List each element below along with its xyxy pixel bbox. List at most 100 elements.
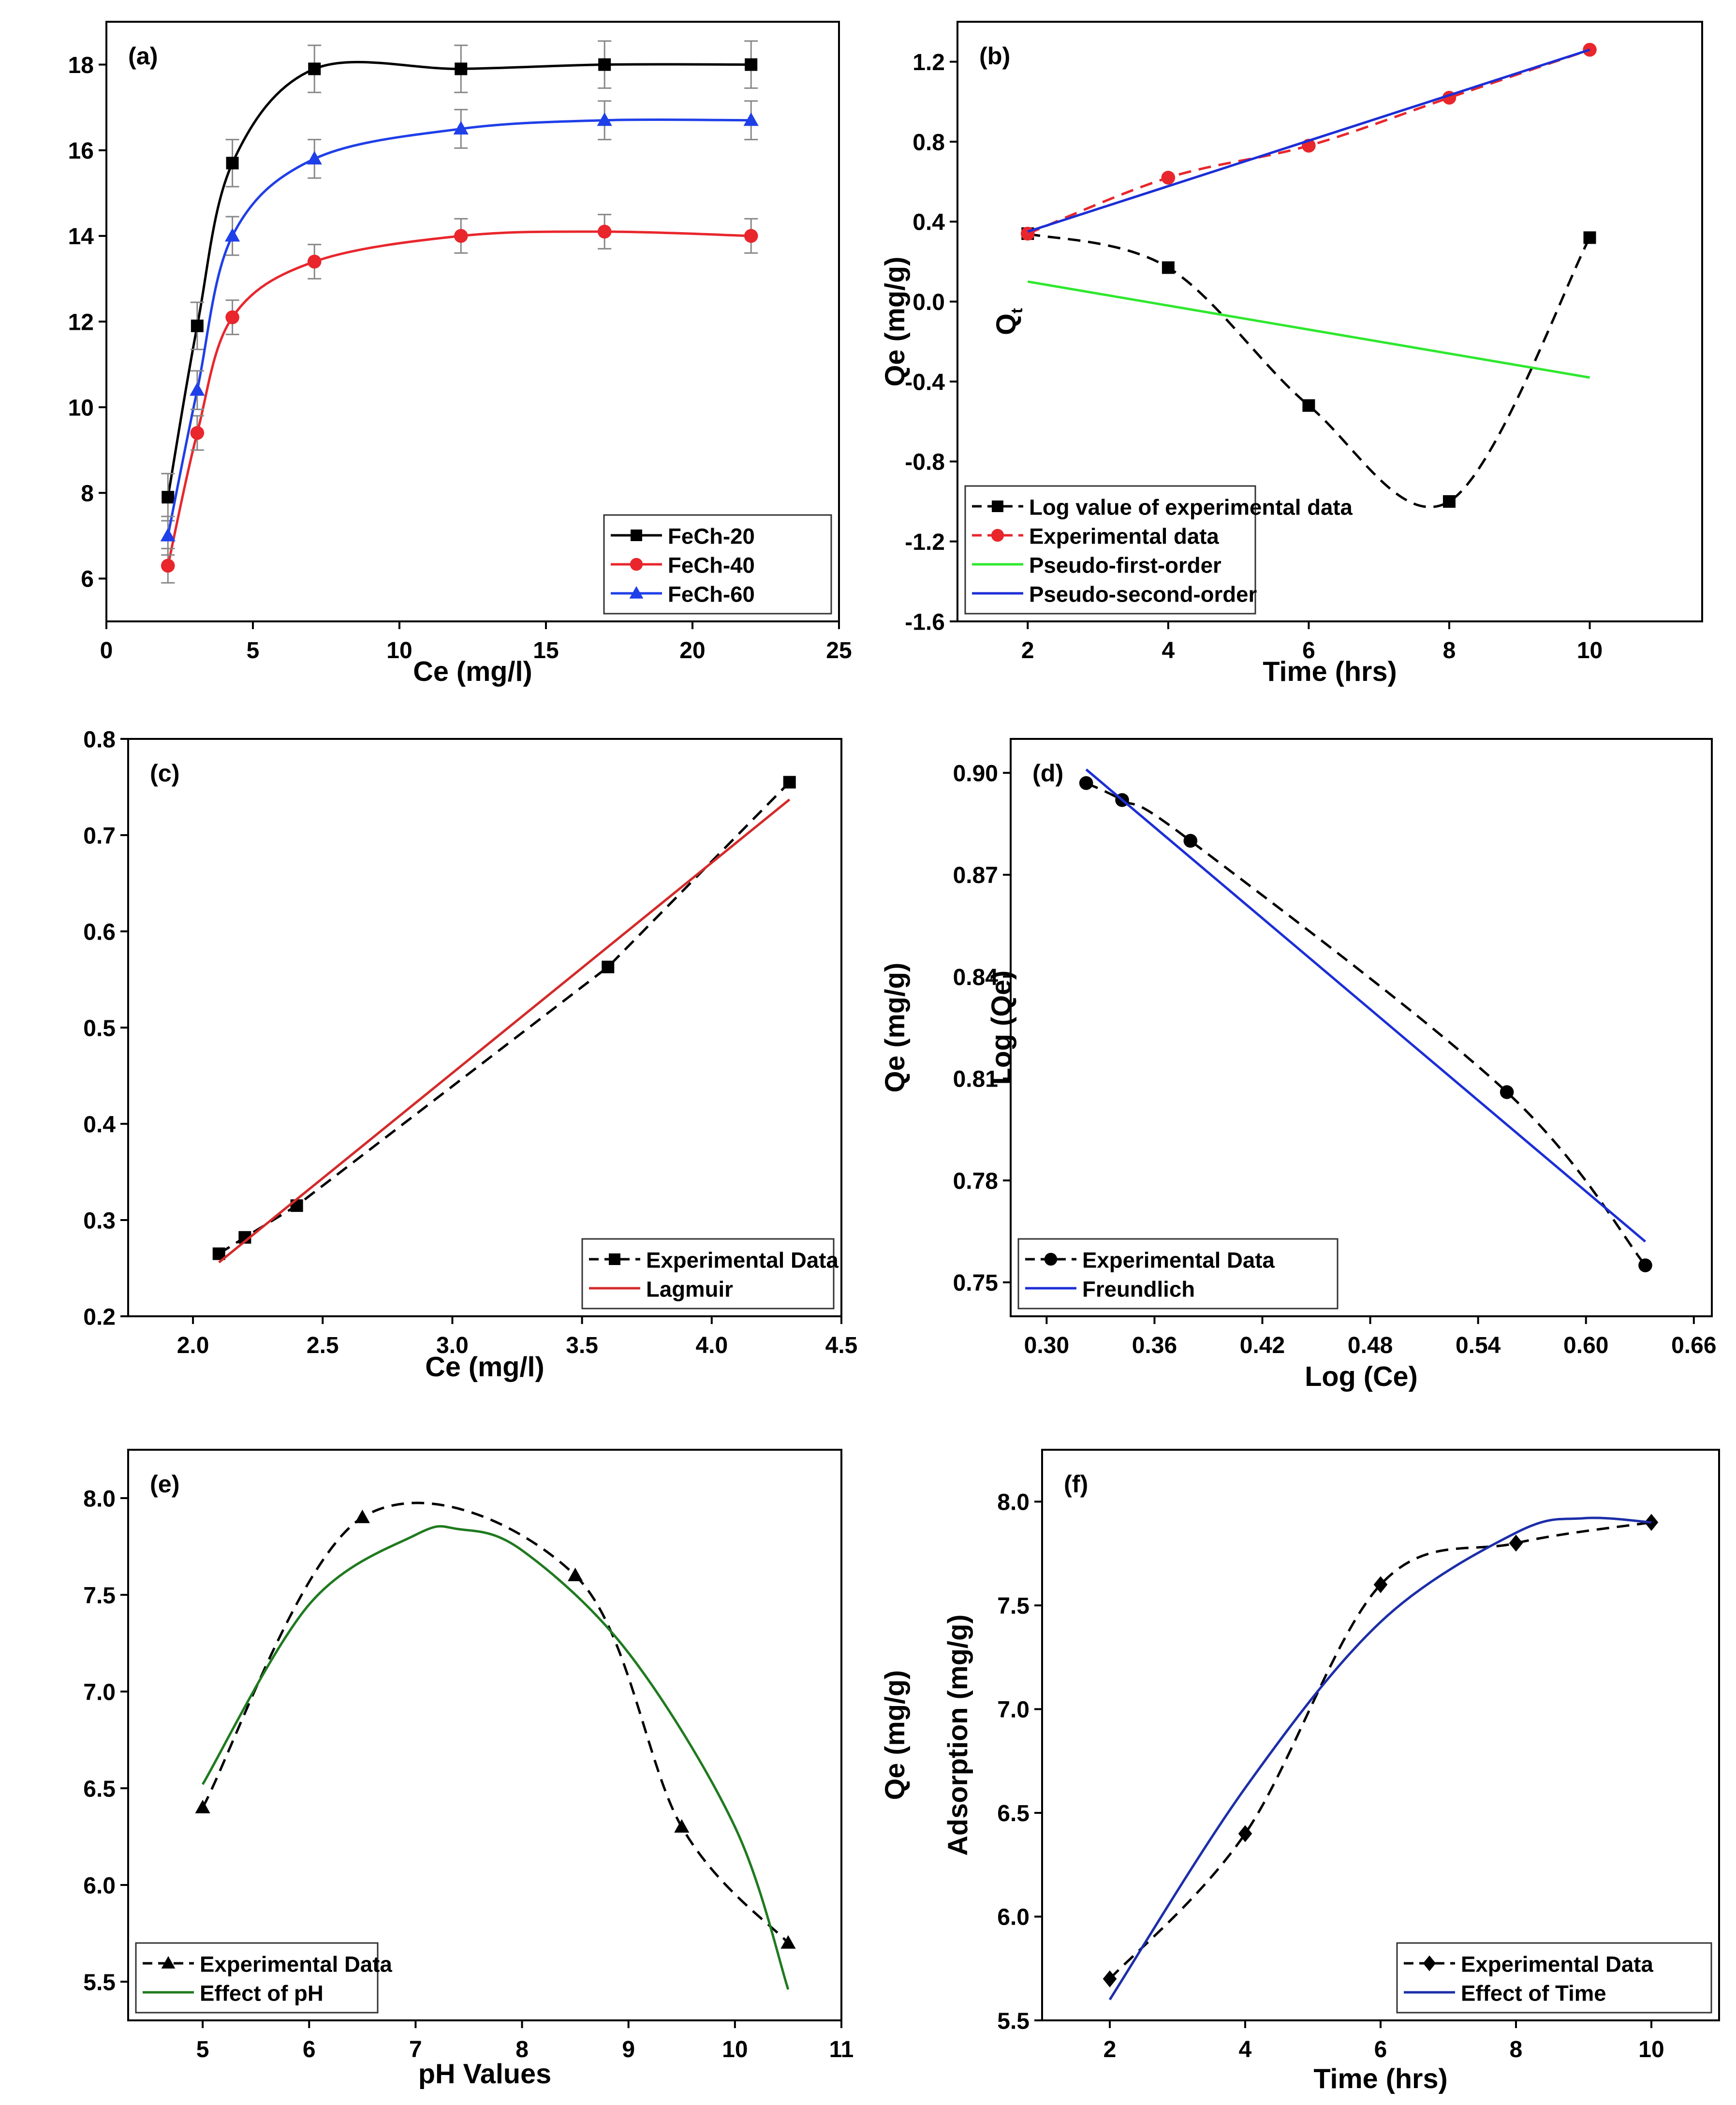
legend-label: Effect of pH <box>200 1981 324 2005</box>
data-point <box>224 228 240 242</box>
y-tick-label: 0.4 <box>912 210 945 236</box>
x-tick-label: 10 <box>1577 638 1603 663</box>
y-tick-label: 0.2 <box>83 1304 116 1330</box>
x-tick-label: 2.5 <box>307 1333 339 1358</box>
data-point <box>1442 495 1456 508</box>
data-point <box>1162 261 1175 274</box>
series-line <box>1108 1516 1652 2001</box>
series-experimental-data <box>212 776 796 1260</box>
y-tick-label: 0.78 <box>953 1168 998 1194</box>
series-freundlich <box>1085 768 1647 1243</box>
legend: Log value of experimental data Experiment… <box>964 485 1353 615</box>
data-point <box>1373 1576 1388 1593</box>
y-tick-label: 14 <box>68 224 94 250</box>
y-axis-title: Adsorption (mg/g) <box>942 1614 973 1855</box>
x-tick-label: 4 <box>1162 638 1175 663</box>
y-tick-label: 6.0 <box>997 1905 1030 1930</box>
y-tick-label: -0.4 <box>905 369 945 395</box>
x-tick-label: 4.5 <box>825 1333 858 1358</box>
x-tick-label: 25 <box>826 638 852 663</box>
legend: Experimental Data Effect of pH <box>135 1942 392 2014</box>
data-point <box>1638 1258 1652 1272</box>
data-point <box>602 960 615 973</box>
panel-label: (d) <box>1032 759 1063 787</box>
data-point <box>597 224 612 239</box>
data-point <box>783 776 796 789</box>
x-tick-label: 0 <box>100 638 113 663</box>
legend-label: Pseudo-second-order <box>1029 582 1257 606</box>
panel-label: (f) <box>1064 1470 1088 1498</box>
panel-b: 2 4 6 8 10 -1.6 -1.2 -0.8 -0.4 0.0 0.4 0.8 1.2 Time (… <box>905 21 1703 687</box>
y-tick-label: 8 <box>81 481 94 507</box>
y-tick-label: 0.90 <box>953 761 998 787</box>
data-point <box>780 1935 796 1949</box>
data-point <box>308 62 321 75</box>
y-axis-title-subscript: t <box>1008 308 1026 313</box>
series-experimental-data <box>1020 43 1597 241</box>
data-point <box>190 426 205 440</box>
legend-label: Log value of experimental data <box>1029 495 1353 519</box>
y-axis-title: Qe (mg/g) <box>880 1670 911 1800</box>
series-line <box>1027 280 1590 379</box>
series-pseudo-second-order <box>1027 48 1590 233</box>
legend-label: Experimental Data <box>1082 1248 1275 1272</box>
data-point <box>1020 226 1035 241</box>
y-tick-label: 7.0 <box>997 1697 1030 1723</box>
legend-label: Lagmuir <box>646 1277 733 1301</box>
panel-a: 0 5 10 15 20 25 6 8 10 12 14 16 18 Ce (mg/l) Qe (mg/g)… <box>68 21 911 687</box>
x-tick-label: 10 <box>386 638 412 663</box>
series-line <box>1027 48 1590 233</box>
x-tick-label: 8 <box>1443 638 1456 663</box>
data-point <box>744 229 758 243</box>
series-pseudo-first-order <box>1027 280 1590 379</box>
y-axis-title: Qt <box>991 308 1026 335</box>
y-tick-label: 1.2 <box>912 50 945 75</box>
x-tick-label: 8 <box>1510 2037 1523 2062</box>
legend-box <box>1017 1238 1339 1310</box>
data-point <box>225 310 239 324</box>
y-tick-label: -1.6 <box>905 609 945 635</box>
x-axis-title: Time (hrs) <box>1313 2063 1447 2094</box>
plot-frame <box>127 1449 842 2021</box>
x-tick-label: 0.66 <box>1671 1333 1716 1358</box>
y-tick-label: 0.6 <box>83 919 116 945</box>
y-tick-label: 0.7 <box>83 823 116 849</box>
y-tick-label: 6 <box>81 567 94 592</box>
series-line <box>218 781 791 1255</box>
x-tick-label: 3.0 <box>436 1333 469 1358</box>
legend-marker <box>992 500 1003 512</box>
y-tick-label: 0.75 <box>953 1270 998 1296</box>
y-tick-label: 10 <box>68 395 94 421</box>
data-point <box>307 254 322 269</box>
legend-marker <box>629 586 644 599</box>
legend-box <box>1396 1942 1712 2014</box>
legend: FeCh-20 FeCh-40 FeCh-60 <box>603 514 832 615</box>
plot-frame <box>956 21 1703 622</box>
legend-marker <box>609 1253 620 1265</box>
data-point <box>745 58 758 71</box>
data-point <box>1161 171 1176 185</box>
x-tick-label: 9 <box>622 2037 635 2062</box>
x-tick-label: 0.54 <box>1456 1333 1501 1358</box>
data-point <box>290 1199 303 1212</box>
legend-label: Experimental data <box>1029 524 1219 548</box>
y-tick-label: 0.3 <box>83 1208 116 1234</box>
x-axis-title: Ce (mg/l) <box>425 1352 544 1383</box>
x-tick-label: 2 <box>1021 638 1034 663</box>
plot-frame <box>127 738 842 1317</box>
y-axis-title: Qe (mg/g) <box>880 963 911 1093</box>
panel-label: (e) <box>150 1470 180 1498</box>
panel-d: 0.30 0.36 0.42 0.48 0.54 0.60 0.66 0.75 0.78 0.81… <box>953 738 1717 1392</box>
data-point <box>1103 1970 1117 1987</box>
legend: Experimental Data Lagmuir <box>581 1238 839 1310</box>
series-line <box>201 1525 790 1990</box>
series-line <box>1027 232 1591 508</box>
series-experimental-data <box>1079 776 1652 1272</box>
y-tick-label: 16 <box>68 138 94 164</box>
x-tick-label: 0.48 <box>1348 1333 1393 1358</box>
data-point <box>162 491 175 504</box>
y-tick-label: 5.5 <box>83 1970 116 1995</box>
x-tick-label: 15 <box>533 638 559 663</box>
data-point <box>454 229 468 243</box>
y-axis-title: Log (Qe) <box>986 971 1017 1085</box>
